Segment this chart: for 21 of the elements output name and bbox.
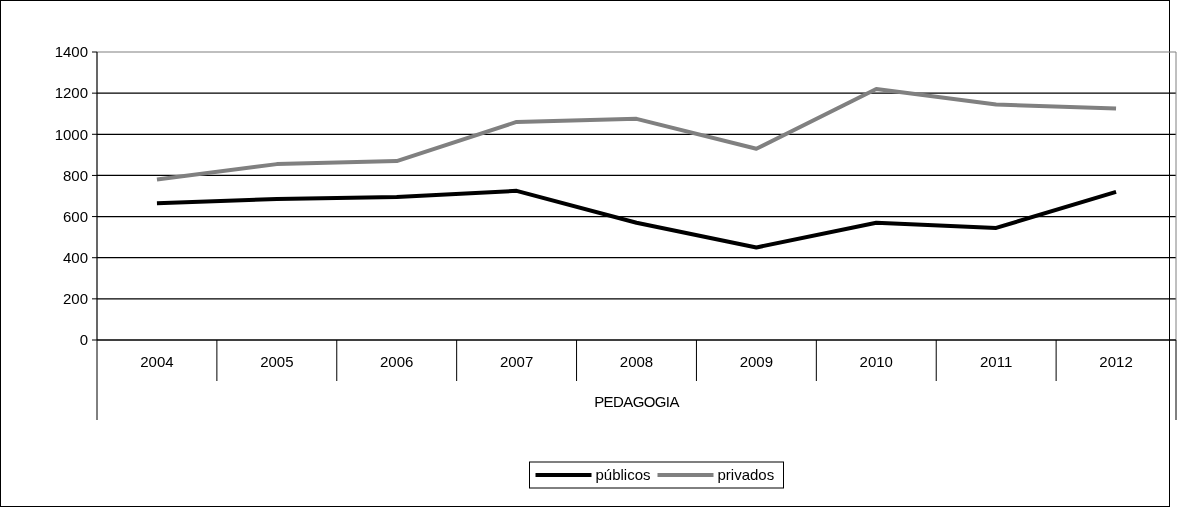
x-tick-label: 2006 (380, 353, 414, 371)
line-series (154, 87, 1119, 182)
y-tick-label: 400 (62, 248, 88, 266)
y-tick-label: 1400 (54, 43, 88, 61)
y-tick-label: 600 (62, 207, 88, 225)
x-tick-label: 2005 (260, 353, 294, 371)
x-tick-label: 2010 (859, 353, 893, 371)
y-tick-label: 0 (79, 331, 88, 349)
x-tick-label: 2008 (619, 353, 654, 371)
y-tick-label: 1000 (54, 125, 88, 143)
x-tick-label: 2009 (739, 353, 774, 371)
x-tick-label: 2007 (499, 353, 534, 371)
legend-label: públicos (595, 466, 651, 484)
x-tick-label: 2004 (140, 353, 174, 371)
x-tick-label: 2012 (1099, 353, 1133, 371)
y-tick-label: 1200 (54, 84, 88, 102)
x-axis-title: PEDAGOGIA (594, 393, 680, 411)
legend-label: privados (717, 466, 775, 484)
y-tick-label: 200 (62, 290, 88, 308)
y-tick-label: 800 (62, 166, 88, 184)
x-tick-label: 2011 (980, 353, 1013, 371)
